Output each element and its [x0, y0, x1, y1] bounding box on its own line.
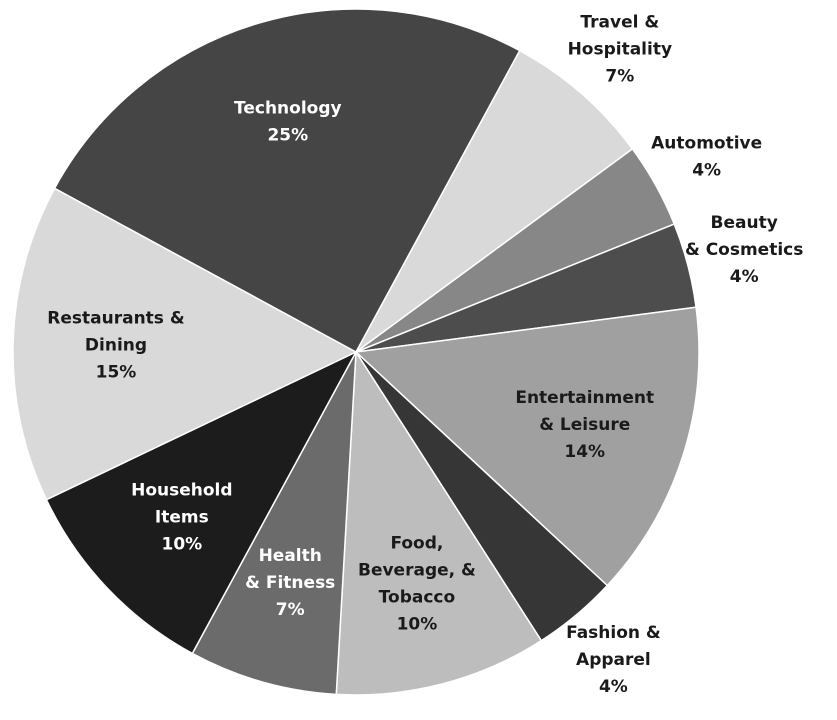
slice-label: Restaurants & Dining — [47, 309, 185, 356]
pie-slice — [335, 349, 543, 696]
label-line: Food, — [390, 534, 443, 554]
slice-value-label: 10% — [161, 534, 202, 554]
label-line: Beverage, & — [358, 561, 476, 581]
slice-label: Food, Beverage, & Tobacco — [358, 534, 476, 608]
label-line: Dining — [85, 336, 147, 356]
pie-slice — [12, 187, 358, 501]
slice-label: Technology — [234, 98, 342, 118]
slice-label: Automotive — [651, 133, 762, 153]
label-line: Items — [155, 507, 209, 527]
label-line: Household — [131, 480, 232, 500]
slice-value-label: 4% — [599, 677, 628, 697]
label-line: & Cosmetics — [685, 240, 803, 260]
label-line: Technology — [234, 98, 342, 118]
label-line: & Fitness — [245, 573, 335, 593]
slice-label: Travel & Hospitality — [568, 13, 672, 60]
label-line: & Leisure — [539, 415, 630, 435]
label-line: Hospitality — [568, 40, 672, 60]
label-line: Health — [259, 546, 322, 566]
slice-value-label: 15% — [96, 363, 137, 383]
label-line: Apparel — [576, 650, 651, 670]
slice-value-label: 10% — [397, 615, 438, 635]
slice-value-label: 14% — [564, 442, 605, 462]
slice-value-label: 7% — [605, 67, 634, 87]
label-line: Travel & — [580, 13, 659, 33]
label-line: Restaurants & — [47, 309, 185, 329]
slice-label: Entertainment & Leisure — [515, 388, 654, 435]
label-line: Beauty — [711, 213, 778, 233]
slice-value-label: 7% — [276, 600, 305, 620]
slice-label: Health & Fitness — [245, 546, 335, 593]
label-line: Entertainment — [515, 388, 654, 408]
pie-slice — [354, 306, 700, 587]
pie-slice — [53, 8, 521, 354]
slice-label: Beauty & Cosmetics — [685, 213, 803, 260]
slice-value-label: 4% — [692, 160, 721, 180]
pie-slice — [191, 351, 357, 696]
pie-slice — [355, 49, 634, 353]
slice-value-label: 4% — [730, 267, 759, 287]
pie-slice — [45, 350, 358, 655]
slice-label: Fashion & Apparel — [566, 623, 661, 670]
slice-value-label: 25% — [267, 125, 308, 145]
label-line: Tobacco — [379, 588, 456, 608]
label-line: Automotive — [651, 133, 762, 153]
label-line: Fashion & — [566, 623, 661, 643]
slice-label: Household Items — [131, 480, 232, 527]
